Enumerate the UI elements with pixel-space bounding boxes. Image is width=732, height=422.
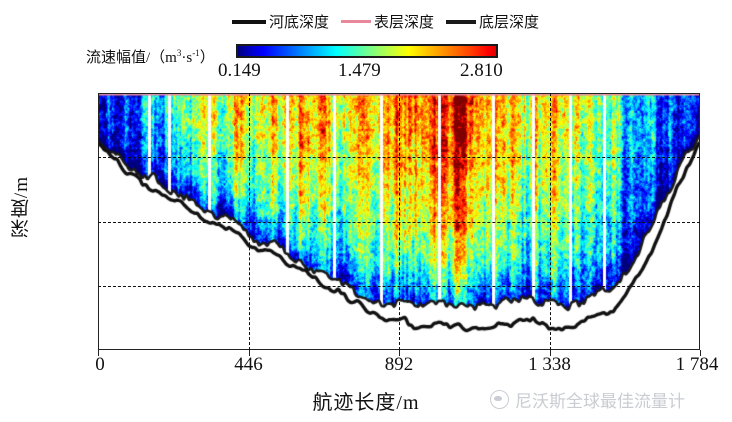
legend-line-riverbed-icon [232,19,266,24]
velocity-heatmap [98,93,700,350]
watermark-text: 尼沃斯全球最佳流量计 [515,392,685,411]
colorbar-gradient [236,44,498,58]
fish-logo-icon [490,390,509,409]
x-tick-label-446: 446 [234,354,263,375]
colorbar-title-exp2: -1 [192,48,200,58]
plot-area [98,93,700,350]
colorbar-tick-max: 2.810 [460,60,503,81]
colorbar-title: 流速幅值/（m3·s-1） [86,46,215,67]
y-axis-title: 深度/m [11,176,32,239]
colorbar-tick-min: 0.149 [218,60,261,81]
colorbar-tick-labels: 0.149 1.479 2.810 [218,60,518,82]
colorbar-title-part1: 流速幅值/（m [86,50,177,66]
colorbar-tick-mid: 1.479 [338,60,381,81]
legend-label-riverbed: 河底深度 [269,15,330,31]
legend-line-surface-icon [341,20,372,23]
colorbar-title-part3: ） [199,50,215,66]
watermark: 尼沃斯全球最佳流量计 [490,387,685,412]
x-tick-1784 [700,350,701,356]
legend-line-bottomlayer-icon [446,19,477,24]
x-tick-1338 [549,350,551,356]
legend-label-surface: 表层深度 [374,15,435,31]
legend-item-surface: 表层深度 [341,11,434,32]
x-tick-label-892: 892 [384,354,414,375]
x-tick-892 [399,350,400,356]
legend-label-bottomlayer: 底层深度 [479,15,540,31]
x-axis-title: 航迹长度/m [312,392,420,414]
x-tick-446 [248,350,250,356]
x-tick-label-1338: 1 338 [528,354,571,375]
x-tick-label-0: 0 [95,354,105,375]
x-tick-0 [98,350,99,356]
x-tick-label-1784: 1 784 [675,354,719,375]
colorbar-title-exp1: 3 [176,48,182,58]
chart-legend: 河底深度 表层深度 底层深度 [232,11,551,32]
legend-item-bottomlayer: 底层深度 [446,11,539,32]
colorbar-title-part2: ·s [181,50,193,66]
legend-item-riverbed: 河底深度 [232,11,329,32]
